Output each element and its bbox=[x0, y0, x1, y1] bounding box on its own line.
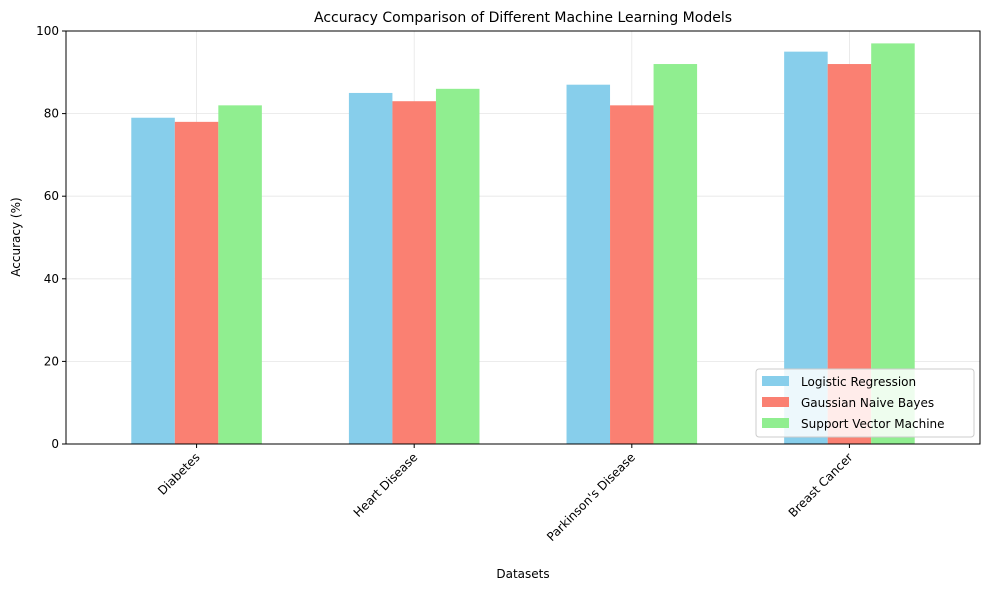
y-axis-label: Accuracy (%) bbox=[9, 197, 23, 276]
bar-logistic-regression-diabetes bbox=[131, 117, 175, 444]
chart-title: Accuracy Comparison of Different Machine… bbox=[314, 10, 732, 26]
legend-swatch-gaussian-naive-bayes bbox=[762, 397, 789, 407]
legend-swatch-support-vector-machine bbox=[762, 418, 789, 428]
x-axis-label: Datasets bbox=[496, 567, 549, 581]
x-tick-label: Breast Cancer bbox=[786, 450, 856, 520]
bar-support-vector-machine-heart-disease bbox=[435, 88, 480, 444]
y-tick-label: 80 bbox=[44, 107, 59, 121]
bar-support-vector-machine-diabetes bbox=[218, 105, 262, 444]
y-tick-label: 40 bbox=[44, 272, 59, 286]
y-tick-label: 60 bbox=[44, 189, 59, 203]
bar-support-vector-machine-parkinson-s-disease bbox=[653, 64, 698, 444]
bar-logistic-regression-parkinson-s-disease bbox=[566, 84, 611, 444]
bar-logistic-regression-heart-disease bbox=[348, 92, 393, 444]
y-axis-ticks: 0 20 40 60 80 100 bbox=[36, 24, 66, 451]
legend-label-gaussian-naive-bayes: Gaussian Naive Bayes bbox=[801, 396, 934, 410]
x-tick-label: Parkinson's Disease bbox=[544, 450, 638, 544]
x-tick-label: Heart Disease bbox=[351, 450, 421, 520]
legend-box bbox=[755, 368, 975, 438]
x-tick-label: Diabetes bbox=[155, 450, 203, 498]
bar-gaussian-naive-bayes-heart-disease bbox=[392, 101, 436, 445]
bar-gaussian-naive-bayes-diabetes bbox=[174, 121, 219, 445]
bar-gaussian-naive-bayes-parkinson-s-disease bbox=[610, 105, 654, 444]
y-tick-label: 20 bbox=[44, 354, 59, 368]
y-tick-label: 100 bbox=[36, 24, 59, 38]
legend-label-support-vector-machine: Support Vector Machine bbox=[801, 417, 945, 431]
y-tick-label: 0 bbox=[51, 437, 59, 451]
legend: Logistic Regression Gaussian Naive Bayes… bbox=[755, 368, 975, 438]
x-axis-ticks: Diabetes Heart Disease Parkinson's Disease… bbox=[155, 444, 856, 544]
axes-frame bbox=[65, 30, 981, 445]
legend-label-logistic-regression: Logistic Regression bbox=[801, 375, 916, 389]
legend-swatch-logistic-regression bbox=[762, 376, 789, 386]
